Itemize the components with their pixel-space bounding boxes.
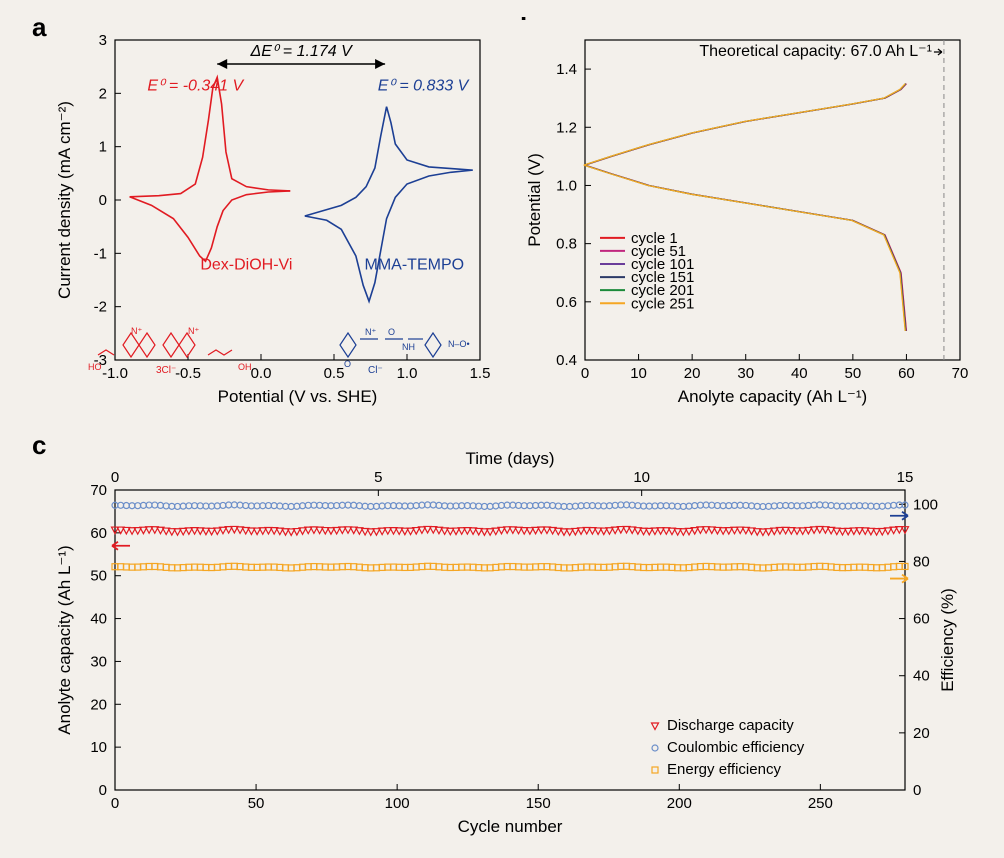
svg-text:0.6: 0.6 (556, 294, 577, 311)
svg-text:60: 60 (913, 611, 930, 628)
svg-text:OH: OH (238, 362, 252, 372)
svg-text:50: 50 (90, 568, 107, 585)
svg-text:40: 40 (913, 668, 930, 685)
svg-text:N–O•: N–O• (448, 339, 470, 349)
molecule-right: O N⁺ O NH N–O• Cl⁻ (330, 325, 490, 388)
svg-text:2: 2 (99, 85, 107, 102)
svg-text:N⁺: N⁺ (131, 326, 142, 336)
svg-text:10: 10 (633, 469, 650, 486)
svg-text:Theoretical capacity: 67.0 Ah: Theoretical capacity: 67.0 Ah L⁻¹ (699, 43, 932, 60)
svg-text:10: 10 (630, 365, 647, 382)
svg-text:O: O (344, 359, 351, 369)
panel-c-chart: 050100150200250051015Time (days)01020304… (50, 450, 970, 850)
svg-text:20: 20 (684, 365, 701, 382)
svg-text:Energy efficiency: Energy efficiency (667, 761, 781, 778)
svg-text:70: 70 (952, 365, 969, 382)
svg-text:20: 20 (90, 696, 107, 713)
svg-text:MMA-TEMPO: MMA-TEMPO (365, 256, 465, 273)
molecule-left: N⁺ N⁺ HO OH 3Cl⁻ (88, 325, 268, 388)
panel-label-c: c (32, 430, 46, 461)
svg-text:1: 1 (99, 139, 107, 156)
svg-text:HO: HO (88, 362, 102, 372)
svg-text:-2: -2 (94, 299, 107, 316)
svg-text:0: 0 (913, 782, 921, 799)
svg-text:0.4: 0.4 (556, 352, 577, 369)
svg-text:E⁰ = -0.341 V: E⁰ = -0.341 V (147, 78, 244, 95)
svg-text:15: 15 (897, 469, 914, 486)
svg-text:30: 30 (90, 653, 107, 670)
svg-text:Potential (V vs. SHE): Potential (V vs. SHE) (218, 387, 378, 406)
svg-text:10: 10 (90, 739, 107, 756)
svg-text:60: 60 (898, 365, 915, 382)
figure-root: a b c -1.0-0.50.00.51.01.5-3-2-10123Pote… (0, 0, 1004, 858)
svg-text:Anolyte capacity (Ah L⁻¹): Anolyte capacity (Ah L⁻¹) (678, 387, 867, 406)
svg-text:ΔE⁰ = 1.174 V: ΔE⁰ = 1.174 V (250, 43, 354, 60)
svg-text:0: 0 (99, 782, 107, 799)
svg-text:1.4: 1.4 (556, 61, 577, 78)
svg-text:1.0: 1.0 (556, 177, 577, 194)
svg-text:20: 20 (913, 725, 930, 742)
svg-text:3Cl⁻: 3Cl⁻ (156, 365, 176, 376)
svg-text:250: 250 (808, 795, 833, 812)
svg-text:0: 0 (111, 469, 119, 486)
svg-text:Anolyte capacity (Ah L⁻¹): Anolyte capacity (Ah L⁻¹) (55, 545, 74, 734)
svg-text:0: 0 (581, 365, 589, 382)
svg-text:0: 0 (99, 192, 107, 209)
svg-text:Time (days): Time (days) (465, 450, 554, 468)
panel-label-a: a (32, 12, 46, 43)
svg-text:100: 100 (385, 795, 410, 812)
svg-text:70: 70 (90, 482, 107, 499)
svg-text:-1: -1 (94, 245, 107, 262)
svg-text:N⁺: N⁺ (188, 326, 199, 336)
svg-text:60: 60 (90, 525, 107, 542)
panel-b-chart: 0 10 20 30 40 50 60 70 0.4 0.6 0.8 1.0 1.2 1.4 Anolyte… (520, 20, 980, 420)
svg-text:Dex-DiOH-Vi: Dex-DiOH-Vi (200, 256, 292, 273)
svg-text:1.2: 1.2 (556, 119, 577, 136)
svg-text:200: 200 (667, 795, 692, 812)
svg-text:30: 30 (737, 365, 754, 382)
svg-text:40: 40 (791, 365, 808, 382)
svg-text:Efficiency (%): Efficiency (%) (938, 588, 957, 692)
svg-text:40: 40 (90, 611, 107, 628)
svg-text:0.8: 0.8 (556, 236, 577, 253)
svg-text:5: 5 (374, 469, 382, 486)
svg-text:Current density (mA cm⁻²): Current density (mA cm⁻²) (55, 101, 74, 299)
svg-text:150: 150 (526, 795, 551, 812)
svg-text:NH: NH (402, 342, 415, 352)
svg-text:Coulombic efficiency: Coulombic efficiency (667, 739, 805, 756)
svg-text:3: 3 (99, 32, 107, 49)
svg-text:N⁺: N⁺ (365, 327, 376, 337)
svg-text:cycle 251: cycle 251 (631, 295, 694, 312)
svg-text:E⁰ = 0.833 V: E⁰ = 0.833 V (378, 78, 470, 95)
svg-text:50: 50 (845, 365, 862, 382)
svg-text:100: 100 (913, 496, 938, 513)
svg-text:Potential (V): Potential (V) (525, 153, 544, 247)
svg-text:Cycle number: Cycle number (458, 817, 563, 836)
svg-text:Cl⁻: Cl⁻ (368, 365, 383, 376)
svg-text:Discharge capacity: Discharge capacity (667, 717, 794, 734)
svg-text:50: 50 (248, 795, 265, 812)
svg-text:O: O (388, 327, 395, 337)
svg-text:0: 0 (111, 795, 119, 812)
svg-text:80: 80 (913, 553, 930, 570)
